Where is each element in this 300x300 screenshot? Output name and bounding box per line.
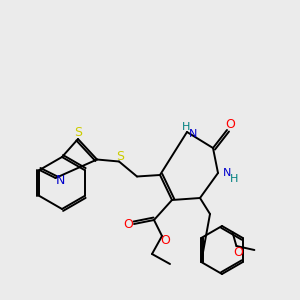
Text: H: H [182, 122, 190, 132]
Text: H: H [230, 174, 238, 184]
Text: O: O [160, 235, 170, 248]
Text: S: S [116, 150, 124, 163]
Text: S: S [74, 127, 82, 140]
Text: N: N [56, 175, 65, 188]
Text: N: N [189, 129, 197, 139]
Text: O: O [225, 118, 235, 130]
Text: O: O [123, 218, 133, 230]
Text: O: O [233, 245, 243, 259]
Text: N: N [223, 168, 231, 178]
